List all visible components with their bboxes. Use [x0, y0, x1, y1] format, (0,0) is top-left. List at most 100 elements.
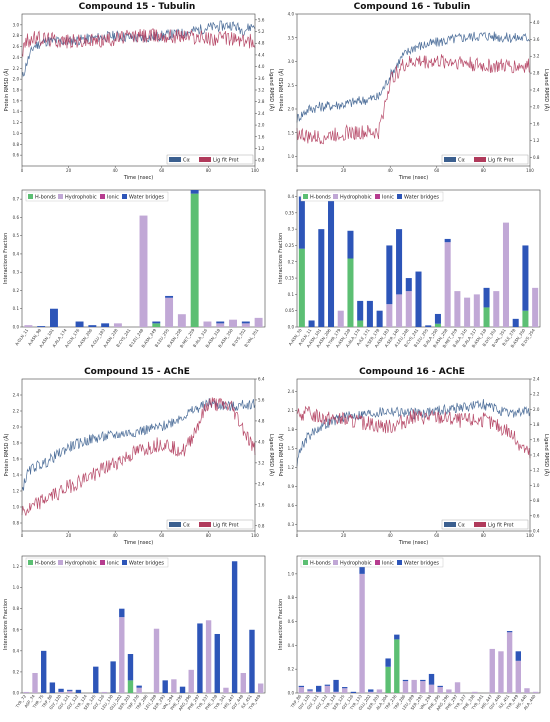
y-tick-label: 0.35 [285, 210, 294, 215]
legend-label-water-bridges: Water bridges [404, 195, 439, 201]
bar-hydrophobic [333, 692, 338, 693]
legend-swatch-protein [444, 157, 456, 162]
x-tick-label: 60 [159, 168, 165, 173]
bar-hydrophobic [58, 692, 63, 693]
y-tick-label: 0.6 [288, 503, 295, 508]
x-tick-label: 0 [21, 168, 24, 173]
y-tick-label: 1.5 [288, 446, 295, 451]
y-tick-label: 0.2 [13, 288, 20, 293]
x-tick-label: 100 [251, 533, 259, 538]
bar-water-bridges [368, 689, 373, 691]
bar-hydrophobic [171, 679, 176, 693]
legend-swatch-protein [444, 522, 456, 527]
bar-water-bridges [309, 320, 315, 327]
x-tick-label: 0 [21, 533, 24, 538]
y-tick-label: 2.4 [13, 393, 20, 398]
bar-hydrophobic [140, 216, 148, 327]
series-line [22, 397, 255, 515]
y-tick-label: 0.05 [285, 308, 294, 313]
bar-hbonds [385, 667, 390, 693]
bar-hydrophobic [359, 574, 364, 693]
y2-tick-label: 1.2 [533, 138, 540, 143]
y2-tick-label: 2.4 [258, 111, 265, 116]
legend-label-lig: Lig fit Prot [488, 523, 514, 529]
bar-hydrophobic [524, 688, 529, 693]
x-tick-label: 0 [296, 533, 299, 538]
bar-hydrophobic [503, 223, 509, 327]
legend-swatch [122, 560, 127, 565]
bar-hydrophobic [67, 691, 72, 693]
bar-hydrophobic [368, 692, 373, 693]
bar-hydrophobic [136, 688, 141, 693]
bar-hydrophobic [223, 688, 228, 693]
rmsd-panel-compound-16-ache: Compound 16 - AChE 0 20 40 60 80 100 0.3 0.6 0.9 1… [275, 365, 550, 547]
y-tick-label: 0.7 [13, 197, 20, 202]
y-tick-label: 2.0 [288, 107, 295, 112]
bar-hydrophobic [258, 684, 263, 693]
bar-hbonds [394, 639, 399, 693]
legend-swatch [375, 194, 380, 199]
bar-hydrophobic [102, 692, 107, 693]
legend-label-ionic: Ionic [107, 195, 119, 201]
bar-hydrophobic [516, 661, 521, 693]
y-tick-label: 0.6 [13, 153, 20, 158]
bar-water-bridges [507, 631, 512, 632]
bar-hydrophobic [406, 291, 412, 327]
bar-water-bridges [165, 296, 173, 298]
interactions-chart: 0.00.20.40.60.81.0Interactions FractionT… [275, 548, 550, 722]
x-tick-label: 0 [296, 168, 299, 173]
bar-hydrophobic [493, 291, 499, 327]
bar-water-bridges [342, 687, 347, 688]
bar-hbonds [128, 680, 133, 693]
y2-tick-label: 1.6 [533, 121, 540, 126]
rmsd-panel-compound-16-tubulin: Compound 16 - Tubulin 0 20 40 60 80 100 1.0 1.5 2… [275, 0, 550, 182]
interactions-panel-compound-16-ache: 0.0 0.2 0.4 0.6 0.8 1.0 Interactions Fraction T… [275, 548, 550, 722]
bar-water-bridges [37, 326, 45, 327]
legend-label-ionic: Ionic [382, 561, 394, 567]
y-tick-label: 0.0 [13, 325, 20, 330]
bar-water-bridges [516, 651, 521, 661]
y-tick-label: 1.0 [288, 154, 295, 159]
bar-hydrophobic [445, 242, 451, 327]
legend-swatch [58, 560, 63, 565]
bar-water-bridges [438, 686, 443, 687]
bar-hydrophobic [242, 323, 250, 327]
y-tick-label: 0.3 [288, 522, 295, 527]
legend-swatch [100, 560, 105, 565]
interactions-panel-compound-15-tubulin: 0.0 0.1 0.2 0.3 0.4 0.5 0.6 0.7 Interactions Fra… [0, 182, 275, 357]
bar-water-bridges [318, 229, 324, 327]
y2-tick-label: 1.6 [258, 502, 265, 507]
bar-hydrophobic [307, 691, 312, 693]
legend-label-water-bridges: Water bridges [404, 561, 439, 567]
x-tick-label: 60 [434, 533, 440, 538]
legend-swatch [397, 560, 402, 565]
interactions-chart: 0.0 0.1 0.2 0.3 0.4 0.5 0.6 0.7 Interactions Fra… [0, 182, 275, 357]
series-line [22, 29, 255, 56]
y-tick-label: 1.8 [13, 441, 20, 446]
y2-tick-label: 2.8 [533, 71, 540, 76]
y-tick-label: 2.1 [288, 408, 295, 413]
y2-tick-label: 0.6 [533, 513, 540, 518]
bar-hbonds [484, 307, 490, 327]
y-tick-label: 1.4 [13, 473, 20, 478]
y2-tick-label: 0.8 [533, 155, 540, 160]
y2-tick-label: 0.8 [258, 158, 265, 163]
y2-tick-label: 3.6 [533, 37, 540, 42]
bar-hydrophobic [533, 692, 538, 693]
y-tick-label: 0.2 [288, 259, 295, 264]
bar-water-bridges [93, 667, 98, 693]
bar-water-bridges [445, 239, 451, 242]
rmsd-chart: Compound 16 - Tubulin 0 20 40 60 80 100 1.0 1.5 2… [275, 0, 550, 182]
legend-swatch [375, 560, 380, 565]
legend-swatch-protein [169, 157, 181, 162]
y-axis-label: Protein RMSD (Å) [278, 434, 285, 477]
x-axis-label: Time (nsec) [123, 175, 153, 181]
y-tick-label: 0.3 [288, 227, 295, 232]
y2-tick-label: 6.4 [258, 377, 265, 382]
y2-axis-label: Ligand RMSD (Å) [543, 69, 550, 111]
y2-tick-label: 5.6 [258, 17, 265, 22]
bar-hbonds [357, 320, 363, 327]
bar-water-bridges [50, 682, 55, 693]
legend-label-ca: Cα [458, 523, 465, 529]
x-tick-label: 40 [113, 168, 119, 173]
